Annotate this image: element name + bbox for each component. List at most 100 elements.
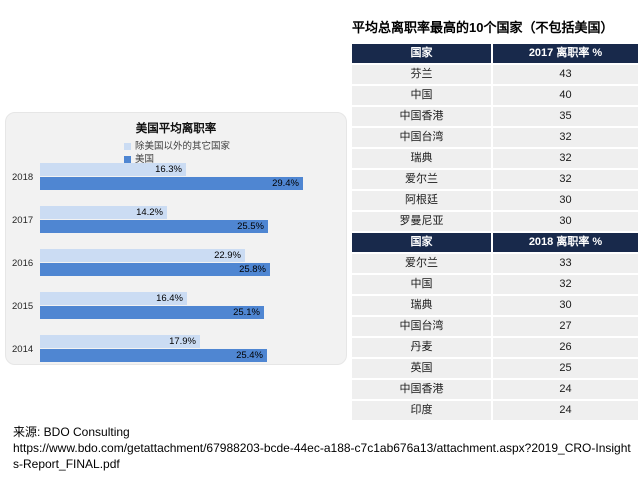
table-row: 爱尔兰 33: [352, 254, 638, 273]
cell-rate: 32: [493, 128, 638, 147]
cell-country: 瑞典: [352, 149, 491, 168]
bar: 16.4%: [40, 292, 187, 305]
cell-country: 中国香港: [352, 380, 491, 399]
cell-country: 芬兰: [352, 65, 491, 84]
source-url: https://www.bdo.com/getattachment/679882…: [13, 441, 631, 471]
bar-group: 2014 17.9% 25.4%: [12, 335, 308, 363]
legend-label: 美国: [135, 154, 155, 165]
cell-country: 爱尔兰: [352, 170, 491, 189]
table-row: 芬兰 43: [352, 65, 638, 84]
cell-rate: 30: [493, 296, 638, 315]
legend-swatch-dark-blue-icon: [124, 156, 131, 163]
bar-group: 2016 22.9% 25.8%: [12, 249, 308, 277]
bar-group: 2015 16.4% 25.1%: [12, 292, 308, 320]
bar-group: 2017 14.2% 25.5%: [12, 206, 308, 234]
chart-legend: 除美国以外的其它国家 美国: [124, 140, 346, 166]
bar-groups: 2018 16.3% 29.4% 2017 14.2% 25.5% 2016 22.9% 25.…: [12, 163, 308, 378]
cell-rate: 35: [493, 107, 638, 126]
table-row: 中国香港 24: [352, 380, 638, 399]
bar-value-label: 25.4%: [236, 350, 263, 361]
cell-rate: 30: [493, 191, 638, 210]
cell-rate: 25: [493, 359, 638, 378]
year-label: 2014: [12, 343, 34, 355]
bar-pair: 17.9% 25.4%: [40, 335, 308, 363]
bar-pair: 22.9% 25.8%: [40, 249, 308, 277]
cell-rate: 43: [493, 65, 638, 84]
bar-group: 2018 16.3% 29.4%: [12, 163, 308, 191]
table-row: 丹麦 26: [352, 338, 638, 357]
bar: 17.9%: [40, 335, 200, 348]
bar-value-label: 16.4%: [156, 293, 183, 304]
table-row: 阿根廷 30: [352, 191, 638, 210]
source-block: 来源: BDO Consulting https://www.bdo.com/g…: [13, 424, 633, 472]
bar: 29.4%: [40, 177, 303, 190]
year-label: 2017: [12, 214, 34, 226]
bar: 25.8%: [40, 263, 270, 276]
bar-value-label: 16.3%: [155, 164, 182, 175]
cell-rate: 24: [493, 401, 638, 420]
table-row: 中国香港 35: [352, 107, 638, 126]
cell-rate: 27: [493, 317, 638, 336]
cell-country: 中国台湾: [352, 317, 491, 336]
cell-country: 印度: [352, 401, 491, 420]
legend-item-us: 美国: [124, 153, 346, 166]
year-label: 2018: [12, 171, 34, 183]
table-row: 中国台湾 32: [352, 128, 638, 147]
cell-country: 爱尔兰: [352, 254, 491, 273]
cell-country: 中国: [352, 275, 491, 294]
table-row: 瑞典 30: [352, 296, 638, 315]
bar-value-label: 25.1%: [233, 307, 260, 318]
bar-value-label: 25.8%: [239, 264, 266, 275]
bar-value-label: 29.4%: [272, 178, 299, 189]
cell-rate: 24: [493, 380, 638, 399]
cell-country: 罗曼尼亚: [352, 212, 491, 231]
bar-pair: 16.3% 29.4%: [40, 163, 308, 191]
cell-rate: 33: [493, 254, 638, 273]
bar: 25.5%: [40, 220, 268, 233]
cell-country: 中国香港: [352, 107, 491, 126]
cell-rate: 32: [493, 149, 638, 168]
cell-rate: 32: [493, 275, 638, 294]
year-label: 2016: [12, 257, 34, 269]
bar: 22.9%: [40, 249, 245, 262]
bar: 14.2%: [40, 206, 167, 219]
chart-title: 美国平均离职率: [135, 123, 217, 135]
header-cell-rate: 2018 离职率 %: [493, 233, 638, 252]
bar: 25.1%: [40, 306, 264, 319]
cell-country: 丹麦: [352, 338, 491, 357]
header-cell-rate: 2017 离职率 %: [493, 44, 638, 63]
legend-swatch-light-blue-icon: [124, 143, 131, 150]
table-row: 中国 40: [352, 86, 638, 105]
year-label: 2015: [12, 300, 34, 312]
source-label: 来源: BDO Consulting: [13, 425, 130, 439]
cell-rate: 26: [493, 338, 638, 357]
bar: 25.4%: [40, 349, 267, 362]
bar-pair: 16.4% 25.1%: [40, 292, 308, 320]
table-header-row: 国家 2017 离职率 %: [352, 44, 638, 63]
cell-country: 英国: [352, 359, 491, 378]
legend-item-other-countries: 除美国以外的其它国家: [124, 140, 346, 153]
ranking-title: 平均总离职率最高的10个国家（不包括美国）: [352, 20, 614, 35]
table-row: 印度 24: [352, 401, 638, 420]
bar-value-label: 17.9%: [169, 336, 196, 347]
table-row: 爱尔兰 32: [352, 170, 638, 189]
bar-value-label: 22.9%: [214, 250, 241, 261]
cell-rate: 30: [493, 212, 638, 231]
table-row: 罗曼尼亚 30: [352, 212, 638, 231]
bar-value-label: 14.2%: [136, 207, 163, 218]
header-cell-country: 国家: [352, 233, 491, 252]
cell-country: 中国: [352, 86, 491, 105]
bar-pair: 14.2% 25.5%: [40, 206, 308, 234]
legend-label: 除美国以外的其它国家: [135, 141, 231, 152]
cell-country: 阿根廷: [352, 191, 491, 210]
cell-country: 瑞典: [352, 296, 491, 315]
table-row: 瑞典 32: [352, 149, 638, 168]
table-row: 中国台湾 27: [352, 317, 638, 336]
us-turnover-chart-panel: 美国平均离职率 除美国以外的其它国家 美国 2018 16.3% 29.4% 2017…: [5, 112, 347, 365]
table-header-row: 国家 2018 离职率 %: [352, 233, 638, 252]
header-cell-country: 国家: [352, 44, 491, 63]
cell-country: 中国台湾: [352, 128, 491, 147]
table-row: 英国 25: [352, 359, 638, 378]
bar-value-label: 25.5%: [237, 221, 264, 232]
